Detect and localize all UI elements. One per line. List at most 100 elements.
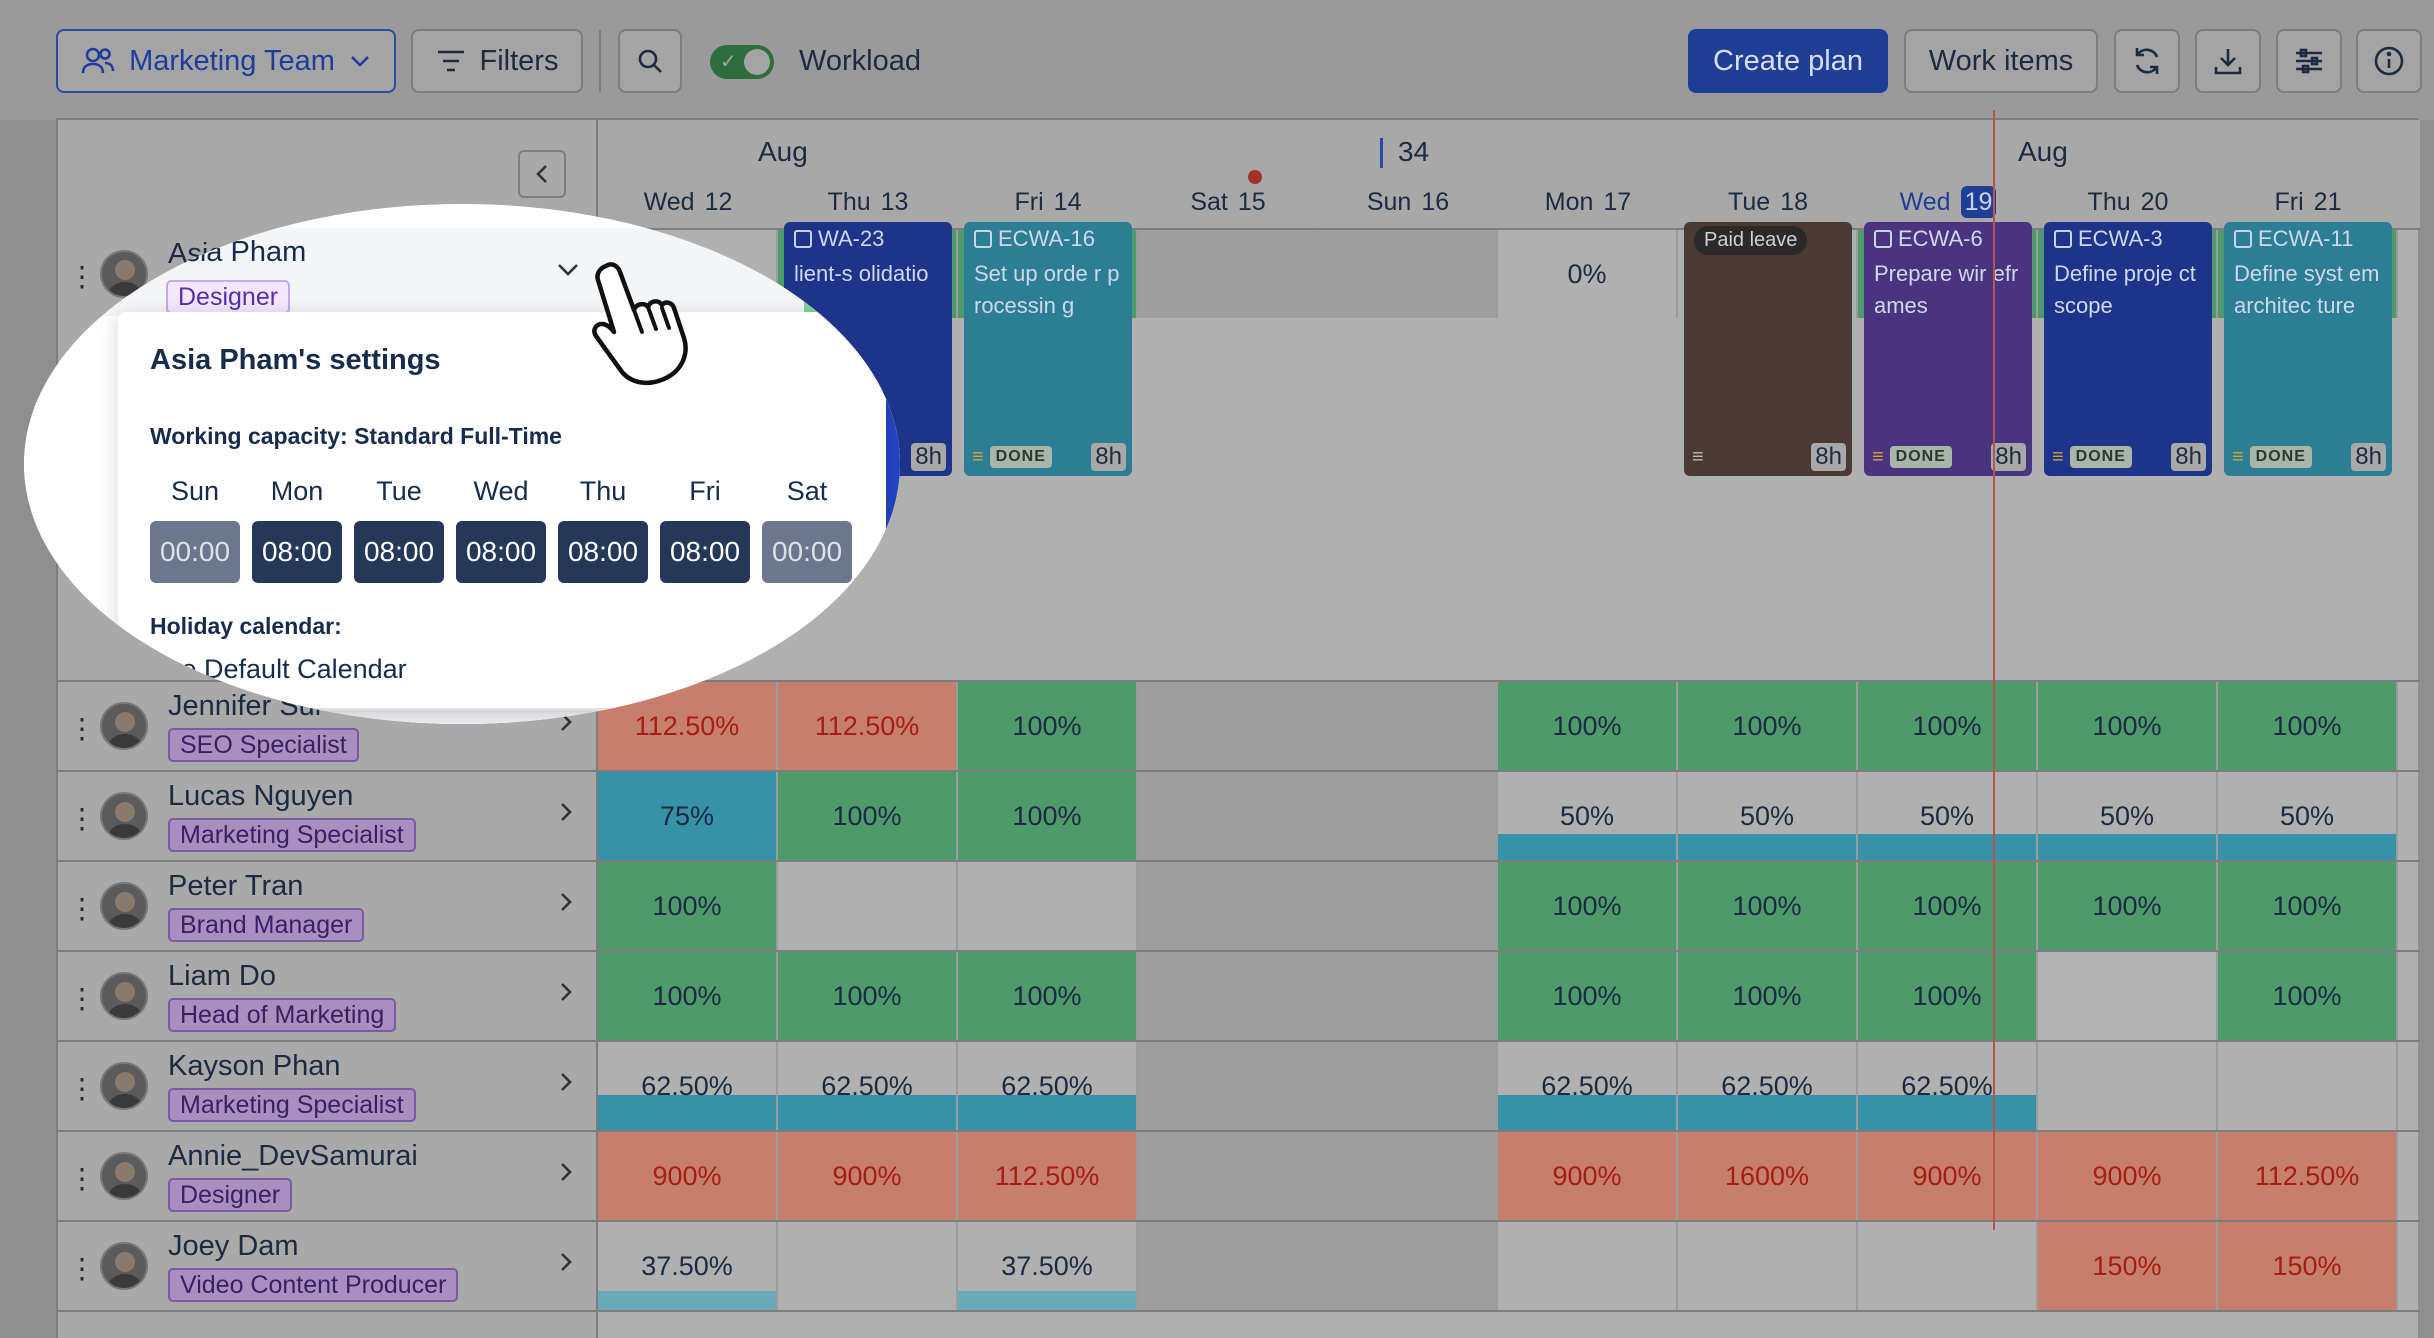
workload-cell[interactable]: 100% bbox=[598, 862, 778, 950]
work-items-button[interactable]: Work items bbox=[1904, 29, 2098, 93]
workload-cell[interactable] bbox=[1678, 1222, 1858, 1310]
workload-cell[interactable] bbox=[2038, 1042, 2218, 1130]
workload-cell[interactable]: 100% bbox=[2218, 682, 2398, 770]
workload-cell[interactable] bbox=[1318, 772, 1498, 860]
workload-cell[interactable]: 75% bbox=[598, 772, 778, 860]
workload-cell[interactable] bbox=[1138, 862, 1318, 950]
workload-cell[interactable] bbox=[1138, 1042, 1318, 1130]
workload-cell[interactable]: 900% bbox=[2038, 1132, 2218, 1220]
workload-cell[interactable]: 37.50% bbox=[598, 1222, 778, 1310]
workload-cell[interactable]: 100% bbox=[1858, 952, 2038, 1040]
filters-button[interactable]: Filters bbox=[411, 29, 583, 93]
workload-cell[interactable]: 37.50% bbox=[958, 1222, 1138, 1310]
refresh-button[interactable] bbox=[2114, 29, 2180, 93]
task-card[interactable]: ECWA-6 Prepare wir eframes ≡ DONE 8h bbox=[1864, 222, 2032, 476]
collapse-panel-button[interactable] bbox=[518, 150, 566, 198]
workload-cell[interactable]: 100% bbox=[2218, 952, 2398, 1040]
workload-cell[interactable]: 0% bbox=[1498, 230, 1678, 318]
workload-cell[interactable] bbox=[778, 1222, 958, 1310]
weekday-capacity-mon: Mon 08:00 bbox=[252, 476, 342, 583]
workload-cell[interactable]: 900% bbox=[598, 1132, 778, 1220]
workload-cell[interactable]: 900% bbox=[778, 1132, 958, 1220]
workload-cell[interactable]: 100% bbox=[1678, 862, 1858, 950]
avatar bbox=[100, 1152, 148, 1200]
workload-cell[interactable]: 112.50% bbox=[958, 1132, 1138, 1220]
workload-cell[interactable] bbox=[1858, 1222, 2038, 1310]
workload-cell[interactable] bbox=[2038, 952, 2218, 1040]
workload-cell[interactable]: 100% bbox=[2038, 682, 2218, 770]
day-number: 14 bbox=[1053, 188, 1082, 216]
workload-cell[interactable]: 50% bbox=[1678, 772, 1858, 860]
row-expand-chevron[interactable] bbox=[558, 980, 574, 1009]
row-expand-chevron[interactable] bbox=[556, 262, 580, 283]
task-card[interactable]: ECWA-3 Define proje ct scope ≡ DONE 8h bbox=[2044, 222, 2212, 476]
workload-cell[interactable]: 62.50% bbox=[1858, 1042, 2038, 1130]
workload-cell[interactable]: 62.50% bbox=[778, 1042, 958, 1130]
workload-cell[interactable] bbox=[1138, 772, 1318, 860]
workload-cell[interactable]: 62.50% bbox=[598, 1042, 778, 1130]
task-card[interactable]: ECWA-11 Define syst em architec ture ≡ DONE… bbox=[2224, 222, 2392, 476]
workload-cell[interactable] bbox=[1318, 230, 1498, 318]
workload-cell[interactable]: 100% bbox=[1498, 952, 1678, 1040]
workload-cell[interactable]: 100% bbox=[958, 952, 1138, 1040]
day-of-week: Fri bbox=[1014, 188, 1044, 216]
person-row: ⋮⋮ Lucas Nguyen Marketing Specialist 75% 100… bbox=[58, 772, 2420, 862]
workload-cell[interactable] bbox=[1138, 1132, 1318, 1220]
workload-cell[interactable]: 100% bbox=[1498, 862, 1678, 950]
workload-cell[interactable]: 100% bbox=[1858, 862, 2038, 950]
workload-cell[interactable]: 62.50% bbox=[1498, 1042, 1678, 1130]
download-button[interactable] bbox=[2195, 29, 2261, 93]
workload-cell[interactable]: 100% bbox=[1858, 682, 2038, 770]
info-button[interactable] bbox=[2356, 29, 2422, 93]
workload-cell[interactable] bbox=[1318, 682, 1498, 770]
team-selector-button[interactable]: Marketing Team bbox=[56, 29, 396, 93]
workload-cell[interactable]: 900% bbox=[1858, 1132, 2038, 1220]
workload-cell[interactable]: 100% bbox=[958, 682, 1138, 770]
role-badge: SEO Specialist bbox=[168, 728, 359, 762]
row-expand-chevron[interactable] bbox=[558, 800, 574, 829]
workload-cell[interactable] bbox=[1318, 862, 1498, 950]
workload-cell[interactable] bbox=[778, 862, 958, 950]
settings-sliders-button[interactable] bbox=[2276, 29, 2342, 93]
task-card[interactable]: ECWA-16 Set up orde r processin g ≡ DONE 8h bbox=[964, 222, 1132, 476]
workload-cell[interactable]: 100% bbox=[1678, 952, 1858, 1040]
workload-cell[interactable]: 50% bbox=[2218, 772, 2398, 860]
create-plan-button[interactable]: Create plan bbox=[1688, 29, 1888, 93]
workload-cell[interactable] bbox=[1318, 1132, 1498, 1220]
row-expand-chevron[interactable] bbox=[558, 1160, 574, 1189]
workload-cell[interactable]: 100% bbox=[2038, 862, 2218, 950]
workload-cell[interactable]: 62.50% bbox=[958, 1042, 1138, 1130]
leave-card[interactable]: Paid leave ≡ 8h bbox=[1684, 222, 1852, 476]
workload-cell[interactable] bbox=[1318, 1222, 1498, 1310]
workload-cell[interactable] bbox=[1318, 952, 1498, 1040]
workload-cell[interactable]: 112.50% bbox=[2218, 1132, 2398, 1220]
workload-cell[interactable]: 100% bbox=[598, 952, 778, 1040]
workload-cell[interactable] bbox=[1138, 952, 1318, 1040]
workload-cell[interactable] bbox=[1138, 682, 1318, 770]
workload-cell[interactable]: 100% bbox=[778, 772, 958, 860]
workload-cell[interactable]: 150% bbox=[2218, 1222, 2398, 1310]
workload-cell[interactable]: 100% bbox=[778, 952, 958, 1040]
workload-cell[interactable]: 50% bbox=[2038, 772, 2218, 860]
workload-cell[interactable] bbox=[958, 862, 1138, 950]
workload-cell[interactable]: 50% bbox=[1498, 772, 1678, 860]
workload-cell[interactable]: 62.50% bbox=[1678, 1042, 1858, 1130]
row-expand-chevron[interactable] bbox=[558, 890, 574, 919]
workload-cell[interactable] bbox=[1138, 230, 1318, 318]
workload-cell[interactable]: 100% bbox=[1678, 682, 1858, 770]
workload-cell[interactable]: 150% bbox=[2038, 1222, 2218, 1310]
workload-cell[interactable]: 1600% bbox=[1678, 1132, 1858, 1220]
workload-cell[interactable]: 50% bbox=[1858, 772, 2038, 860]
workload-cell[interactable] bbox=[1318, 1042, 1498, 1130]
workload-cell[interactable]: 100% bbox=[2218, 862, 2398, 950]
workload-cell[interactable]: 900% bbox=[1498, 1132, 1678, 1220]
row-expand-chevron[interactable] bbox=[558, 1070, 574, 1099]
workload-toggle[interactable]: ✓ bbox=[710, 45, 774, 79]
search-button[interactable] bbox=[618, 29, 682, 93]
workload-cell[interactable] bbox=[2218, 1042, 2398, 1130]
workload-cell[interactable]: 100% bbox=[1498, 682, 1678, 770]
workload-cell[interactable] bbox=[1498, 1222, 1678, 1310]
workload-cell[interactable]: 100% bbox=[958, 772, 1138, 860]
workload-cell[interactable] bbox=[1138, 1222, 1318, 1310]
row-expand-chevron[interactable] bbox=[558, 1250, 574, 1279]
